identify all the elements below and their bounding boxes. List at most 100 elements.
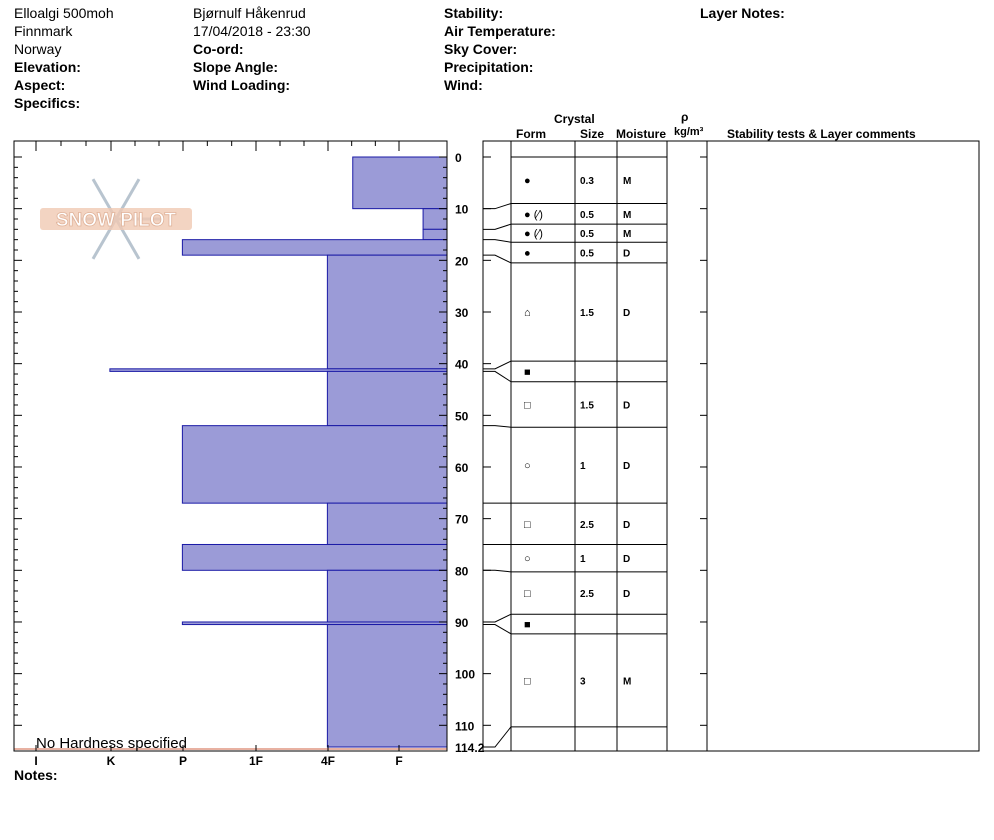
stability-label: Stability:	[444, 5, 504, 21]
precipitation-label: Precipitation:	[444, 59, 534, 75]
layer-connector-6	[483, 425, 512, 428]
crystal-size-2: 0.5	[580, 229, 594, 240]
crystal-form-6: □	[524, 399, 531, 411]
moisture-4: D	[623, 308, 630, 319]
hardness-bar-12	[326, 624, 448, 748]
wind-loading-label: Wind Loading:	[193, 77, 291, 93]
elevation-label: Elevation:	[14, 59, 81, 75]
crystal-size-7: 1	[580, 461, 586, 472]
depth-label-100: 100	[455, 668, 475, 682]
country-name: Norway	[14, 41, 62, 57]
layer-connector-1	[483, 223, 512, 230]
hardness-bar-10	[326, 569, 448, 623]
crystal-form-8: □	[524, 519, 531, 531]
watermark-text: SNOW PILOT	[56, 210, 177, 231]
specifics-label: Specifics:	[14, 95, 81, 111]
density-symbol: ρ	[681, 110, 689, 124]
crystal-form-3: ●	[524, 248, 531, 260]
depth-label-0: 0	[455, 151, 462, 165]
hardness-bar-8	[326, 502, 448, 545]
moisture-9: D	[623, 554, 630, 565]
notes-label: Notes:	[14, 767, 58, 783]
no-hardness-note: No Hardness specified	[36, 735, 187, 752]
crystal-size-6: 1.5	[580, 400, 594, 411]
layer-connector-0	[483, 203, 512, 210]
layer-connector-9	[483, 569, 512, 573]
layer-connector-5	[483, 370, 512, 383]
hardness-bar-0	[352, 156, 448, 210]
layer-connector-3	[483, 254, 512, 264]
depth-label-110: 110	[455, 719, 475, 733]
slope-angle-label: Slope Angle:	[193, 59, 279, 75]
density-unit: kg/m³	[674, 126, 704, 138]
hardness-label-K: K	[107, 754, 116, 768]
moisture-6: D	[623, 400, 630, 411]
hardness-label-1F: 1F	[249, 754, 263, 768]
moisture-8: D	[623, 520, 630, 531]
sky-cover-label: Sky Cover:	[444, 41, 518, 57]
hardness-label-P: P	[179, 754, 187, 768]
layer-connector-10	[483, 613, 512, 623]
observation-datetime: 17/04/2018 - 23:30	[193, 23, 311, 39]
moisture-10: D	[623, 589, 630, 600]
hardness-label-4F: 4F	[321, 754, 335, 768]
depth-label-80: 80	[455, 564, 469, 578]
moisture-header: Moisture	[616, 127, 667, 141]
hardness-bar-7	[181, 425, 448, 504]
crystal-form-7: ○	[524, 460, 531, 472]
crystal-form-9: ○	[524, 553, 531, 565]
layer-connector-4	[483, 360, 512, 370]
crystal-size-4: 1.5	[580, 308, 594, 319]
crystal-size-9: 1	[580, 554, 586, 565]
table-frame	[482, 140, 980, 752]
moisture-0: M	[623, 176, 631, 187]
depth-label-70: 70	[455, 513, 469, 527]
crystal-size-0: 0.3	[580, 176, 594, 187]
depth-label-114.2: 114.2	[455, 741, 485, 755]
moisture-3: D	[623, 249, 630, 260]
depth-label-50: 50	[455, 409, 469, 423]
crystal-form-10: □	[524, 588, 531, 600]
crystal-form-1: ● (⁄)	[524, 209, 543, 221]
aspect-label: Aspect:	[14, 77, 66, 93]
crystal-form-2: ● (⁄)	[524, 228, 543, 240]
hardness-label-I: I	[34, 754, 37, 768]
crystal-size-8: 2.5	[580, 520, 594, 531]
hardness-label-F: F	[395, 754, 402, 768]
depth-label-40: 40	[455, 358, 469, 372]
crystal-form-0: ●	[524, 175, 531, 187]
hardness-bar-2	[422, 228, 448, 241]
comments-header: Stability tests & Layer comments	[727, 127, 916, 141]
size-header: Size	[580, 127, 605, 141]
moisture-7: D	[623, 461, 630, 472]
region-name: Finnmark	[14, 23, 73, 39]
crystal-size-3: 0.5	[580, 249, 594, 260]
depth-label-10: 10	[455, 203, 469, 217]
depth-label-90: 90	[455, 616, 469, 630]
depth-label-60: 60	[455, 461, 469, 475]
layer-connector-12	[483, 726, 512, 748]
layer-connector-11	[483, 624, 512, 635]
moisture-2: M	[623, 229, 631, 240]
hardness-bar-3	[181, 239, 448, 256]
air-temperature-label: Air Temperature:	[444, 23, 556, 39]
crystal-form-5: ■	[524, 366, 531, 378]
moisture-12: M	[623, 676, 631, 687]
hardness-bar-9	[181, 543, 448, 571]
crystal-size-10: 2.5	[580, 589, 594, 600]
watermark-band	[40, 208, 192, 230]
crystal-form-12: □	[524, 675, 531, 687]
crystal-form-11: ■	[524, 619, 531, 631]
location-name: Elloalgi 500moh	[14, 5, 114, 21]
layer-connector-2	[483, 239, 512, 243]
moisture-1: M	[623, 210, 631, 221]
crystal-size-12: 3	[580, 676, 586, 687]
depth-label-30: 30	[455, 306, 469, 320]
crystal-header: Crystal	[554, 112, 595, 126]
snowpilot-watermark: SNOW PILOT	[40, 178, 192, 260]
form-header: Form	[516, 127, 546, 141]
layer-notes-label: Layer Notes:	[700, 5, 785, 21]
coord-label: Co-ord:	[193, 41, 244, 57]
wind-label: Wind:	[444, 77, 483, 93]
